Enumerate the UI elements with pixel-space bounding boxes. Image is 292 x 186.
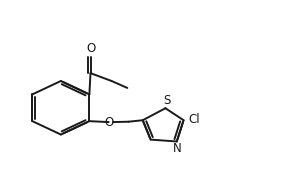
Text: Cl: Cl <box>189 113 200 126</box>
Text: O: O <box>104 116 114 129</box>
Text: S: S <box>163 94 170 108</box>
Text: O: O <box>86 42 95 55</box>
Text: N: N <box>173 142 182 155</box>
